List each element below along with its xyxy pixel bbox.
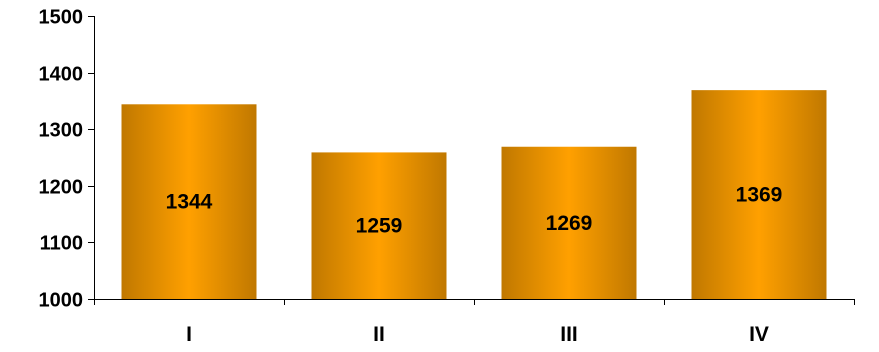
y-tick-label: 1100 xyxy=(40,233,83,255)
y-tick-label: 1200 xyxy=(39,177,84,199)
y-tick-label: 1300 xyxy=(39,120,84,142)
bar-value-label: 1369 xyxy=(736,184,783,207)
x-category-label: I xyxy=(186,323,192,346)
bar xyxy=(501,146,637,299)
x-axis: I II III IV xyxy=(94,299,855,346)
x-category-label: II xyxy=(373,323,385,346)
y-tick-label: 1500 xyxy=(39,7,84,29)
x-category-label: IV xyxy=(749,323,769,346)
bar-value-label: 1269 xyxy=(546,212,593,235)
y-axis: 1000 1100 1200 1300 1400 1500 xyxy=(39,7,95,312)
bar xyxy=(311,152,447,299)
data-labels-group: 1344 1259 1269 1369 xyxy=(166,184,783,238)
bars-group xyxy=(121,90,827,300)
bar-value-label: 1344 xyxy=(166,191,213,214)
y-tick-label: 1400 xyxy=(39,64,84,86)
bar-value-label: 1259 xyxy=(356,215,403,238)
bar xyxy=(121,104,257,300)
x-category-label: III xyxy=(560,323,578,346)
bar xyxy=(691,90,827,300)
y-tick-label: 1000 xyxy=(39,290,84,312)
